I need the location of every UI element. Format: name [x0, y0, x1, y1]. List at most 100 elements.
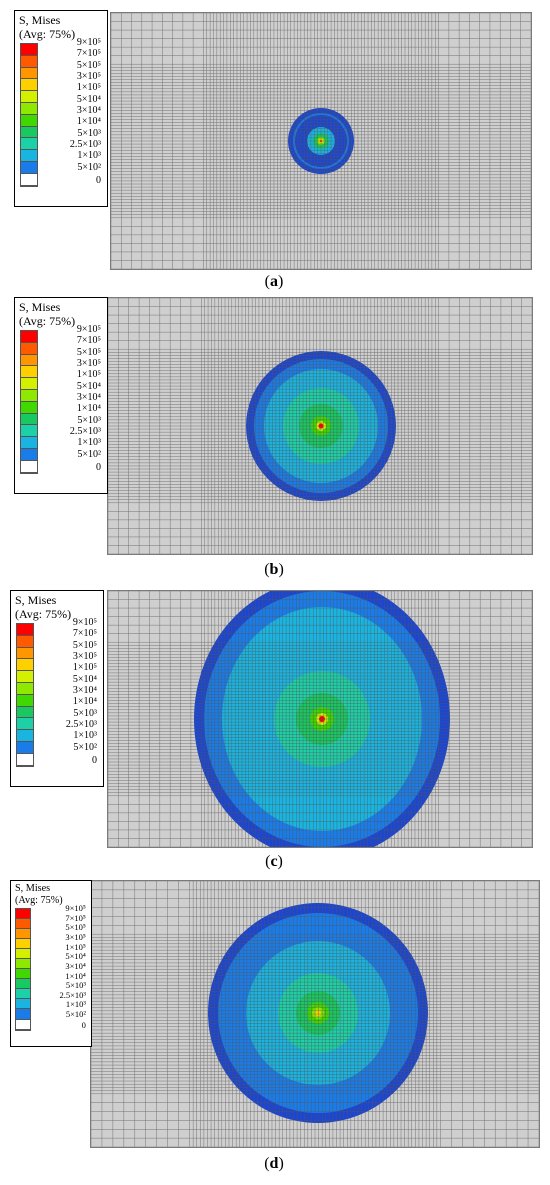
legend-label: 5×10⁴ — [72, 673, 97, 685]
legend-label: 1×10³ — [77, 437, 101, 449]
legend-swatch — [17, 671, 33, 683]
legend-swatch — [21, 425, 37, 438]
legend-title: S, Mises (Avg: 75%) — [15, 883, 63, 907]
legend-label: 5×10³ — [73, 707, 97, 719]
legend-label: 0 — [81, 1020, 86, 1031]
legend-label: 2.5×10³ — [65, 718, 97, 730]
legend-swatch — [16, 959, 30, 970]
legend-swatch — [21, 79, 37, 92]
legend-swatch — [21, 103, 37, 115]
legend-label: 1×10⁵ — [72, 662, 97, 674]
legend-label: 9×10⁵ — [72, 617, 97, 628]
legend-swatch — [21, 55, 37, 68]
legend-label: 1×10⁵ — [76, 369, 101, 381]
legend-label: 1×10⁵ — [76, 82, 101, 94]
legend-color-bar — [20, 43, 38, 187]
mesh-svg — [91, 881, 539, 1147]
mesh-plot-b — [107, 297, 533, 555]
legend-label: 1×10⁵ — [65, 941, 86, 952]
legend-swatch — [17, 753, 33, 766]
legend-label: 0 — [92, 754, 97, 766]
legend-swatch — [17, 694, 33, 707]
legend-title: S, Mises (Avg: 75%) — [19, 300, 75, 328]
legend-title: S, Mises (Avg: 75%) — [19, 13, 75, 41]
legend-label: 3×10⁵ — [76, 357, 101, 369]
legend-swatch — [21, 44, 37, 56]
legend-label: 5×10⁴ — [76, 380, 101, 392]
legend-label: 5×10⁴ — [65, 951, 86, 962]
legend-swatch — [16, 969, 30, 980]
legend-swatch — [21, 342, 37, 355]
legend-swatch — [21, 126, 37, 139]
legend-label: 2.5×10³ — [69, 138, 101, 150]
legend-label: 7×10⁵ — [72, 628, 97, 640]
caption-a: (a) — [264, 273, 284, 290]
mesh-svg — [108, 298, 532, 554]
legend-label: 0 — [96, 174, 101, 186]
legend-label: 3×10⁵ — [76, 70, 101, 82]
mesh-grid — [91, 881, 539, 1147]
legend-d: S, Mises (Avg: 75%) 9×10⁵ 7×10⁵ 5×10⁵ 3×10⁵ 1×… — [10, 880, 92, 1047]
mesh-svg — [108, 591, 532, 847]
legend-label: 1×10³ — [73, 730, 97, 742]
mesh-svg — [111, 13, 531, 269]
legend-label: 9×10⁵ — [65, 903, 86, 914]
legend-label: 1×10⁴ — [65, 970, 86, 981]
legend-swatch — [21, 162, 37, 174]
caption-c: (c) — [265, 853, 283, 870]
legend-swatch — [16, 1009, 30, 1020]
legend-swatch — [16, 919, 30, 930]
legend-a: S, Mises (Avg: 75%) 9×10⁵ 7×10⁵ 5×10⁵ 3×10⁵ 1×… — [14, 10, 108, 207]
caption-b: (b) — [264, 561, 284, 578]
legend-swatch — [21, 138, 37, 151]
legend-swatch — [17, 718, 33, 731]
legend-label: 0 — [96, 461, 101, 473]
legend-label: 3×10⁴ — [76, 104, 101, 116]
legend-swatch — [17, 659, 33, 672]
legend-swatch — [17, 706, 33, 719]
legend-label: 5×10² — [73, 741, 97, 753]
legend-color-bar — [16, 623, 34, 767]
legend-title-line2: (Avg: 75%) — [15, 894, 63, 906]
legend-label: 2.5×10³ — [59, 989, 86, 1000]
legend-label: 5×10³ — [65, 980, 86, 991]
legend-swatch — [21, 460, 37, 473]
mesh-grid — [108, 298, 532, 554]
legend-label: 5×10³ — [77, 414, 101, 426]
legend-label: 3×10⁵ — [65, 931, 86, 942]
legend-swatch — [16, 989, 30, 1000]
mesh-grid — [111, 13, 531, 269]
legend-label: 5×10⁵ — [76, 59, 101, 71]
legend-title-line2: (Avg: 75%) — [15, 607, 72, 621]
legend-b: S, Mises (Avg: 75%) 9×10⁵ 7×10⁵ 5×10⁵ 3×10⁵ 1×… — [14, 297, 108, 494]
legend-title-line1: S, Mises — [19, 13, 61, 27]
legend-swatch — [16, 1019, 30, 1030]
legend-swatch — [21, 114, 37, 127]
legend-label: 9×10⁵ — [76, 324, 101, 335]
legend-label: 3×10⁵ — [72, 650, 97, 662]
legend-swatch — [21, 401, 37, 414]
legend-label: 3×10⁴ — [76, 391, 101, 403]
legend-swatch — [17, 635, 33, 648]
legend-swatch — [17, 742, 33, 754]
legend-swatch — [17, 624, 33, 636]
legend-swatch — [21, 354, 37, 367]
legend-label: 5×10² — [65, 1009, 86, 1020]
legend-color-bar — [20, 330, 38, 474]
legend-title-line1: S, Mises — [15, 883, 51, 894]
legend-label: 9×10⁵ — [76, 37, 101, 48]
legend-swatch — [17, 647, 33, 660]
mesh-plot-a — [110, 12, 532, 270]
legend-label: 5×10⁴ — [76, 93, 101, 105]
legend-swatch — [21, 67, 37, 80]
legend-swatch — [21, 437, 37, 449]
legend-swatch — [21, 449, 37, 461]
legend-label: 7×10⁵ — [76, 48, 101, 60]
legend-label: 5×10² — [77, 161, 101, 173]
legend-c: S, Mises (Avg: 75%) 9×10⁵ 7×10⁵ 5×10⁵ 3×10⁵ 1×… — [10, 590, 104, 787]
legend-label: 1×10⁴ — [76, 116, 101, 128]
legend-color-bar — [15, 908, 31, 1031]
caption-d: (d) — [264, 1155, 284, 1172]
legend-label: 5×10² — [77, 448, 101, 460]
stress-contour-ring — [315, 1010, 321, 1016]
